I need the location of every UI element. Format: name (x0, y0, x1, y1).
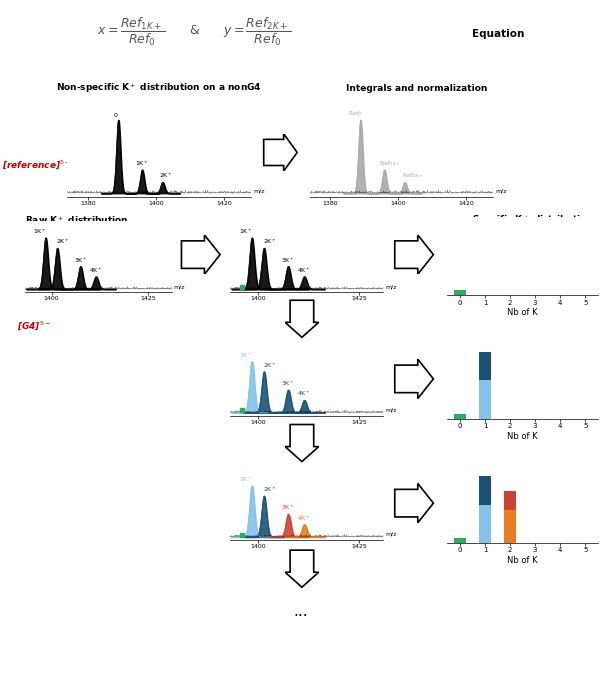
Text: Ref$_0$: Ref$_0$ (348, 109, 363, 117)
Text: Raw K$^+$ distribution: Raw K$^+$ distribution (25, 214, 128, 225)
Text: Integrals and normalization: Integrals and normalization (346, 84, 487, 93)
Text: 4K$^+$: 4K$^+$ (297, 390, 311, 399)
Text: 3K$^+$: 3K$^+$ (281, 380, 295, 388)
Text: Non-specific K$^+$ distribution on a nonG4: Non-specific K$^+$ distribution on a non… (56, 81, 262, 96)
Text: 3K$^+$: 3K$^+$ (281, 256, 295, 265)
Text: ...: ... (293, 604, 308, 619)
X-axis label: Nb of K: Nb of K (508, 556, 538, 565)
Text: m/z: m/z (385, 407, 397, 413)
Text: 3K$^+$: 3K$^+$ (281, 504, 295, 513)
Text: 4K$^+$: 4K$^+$ (89, 266, 103, 275)
Text: 4K$^+$: 4K$^+$ (297, 266, 311, 275)
Bar (454, 538, 466, 543)
Bar (479, 504, 491, 543)
Text: 2K$^+$: 2K$^+$ (263, 361, 277, 370)
Text: 1K$^+$: 1K$^+$ (239, 351, 253, 360)
Polygon shape (285, 550, 319, 587)
X-axis label: Nb of K: Nb of K (508, 432, 538, 441)
Text: Ref$_{2K+}$: Ref$_{2K+}$ (402, 171, 425, 180)
Text: 0: 0 (113, 113, 117, 117)
Polygon shape (264, 134, 297, 171)
Polygon shape (395, 359, 433, 399)
Text: 3K$^+$: 3K$^+$ (74, 256, 88, 265)
Polygon shape (395, 483, 433, 523)
Text: m/z: m/z (385, 284, 397, 289)
Text: [reference]$^{5-}$: [reference]$^{5-}$ (2, 158, 71, 171)
Text: $x = \dfrac{Ref_{1K+}}{Ref_0}$$\quad\quad$&$\quad\quad$$y = \dfrac{Ref_{2K+}}{Re: $x = \dfrac{Ref_{1K+}}{Ref_0}$$\quad\qua… (97, 16, 291, 48)
Polygon shape (285, 300, 319, 337)
Text: 2K$^+$: 2K$^+$ (263, 485, 277, 494)
Polygon shape (395, 235, 433, 274)
X-axis label: Nb of K: Nb of K (508, 308, 538, 317)
Bar (504, 491, 516, 510)
Text: m/z: m/z (495, 188, 507, 194)
Bar (454, 414, 466, 419)
Text: 4K$^+$: 4K$^+$ (297, 514, 311, 523)
Text: m/z: m/z (385, 532, 397, 537)
Text: 1K$^+$: 1K$^+$ (239, 227, 253, 236)
Text: Ref$_{1K+}$: Ref$_{1K+}$ (378, 159, 401, 168)
Text: m/z: m/z (173, 284, 185, 289)
Polygon shape (181, 235, 220, 274)
Bar (479, 380, 491, 419)
Text: 2K$^+$: 2K$^+$ (56, 238, 70, 246)
Bar (479, 476, 491, 504)
Text: 2K$^+$: 2K$^+$ (159, 171, 173, 180)
Polygon shape (285, 424, 319, 462)
Text: Equation: Equation (472, 29, 524, 39)
Text: 1K$^+$: 1K$^+$ (135, 159, 150, 168)
Bar (504, 510, 516, 543)
Text: m/z: m/z (253, 188, 265, 194)
Bar (479, 352, 491, 380)
Text: 1K$^+$: 1K$^+$ (239, 475, 253, 484)
Bar (454, 290, 466, 295)
Text: 2K$^+$: 2K$^+$ (263, 238, 277, 246)
Text: [G4]$^{5-}$: [G4]$^{5-}$ (17, 320, 51, 332)
Text: Specific K$^+$ distribution: Specific K$^+$ distribution (473, 213, 594, 227)
Text: 1K$^+$: 1K$^+$ (33, 227, 47, 236)
